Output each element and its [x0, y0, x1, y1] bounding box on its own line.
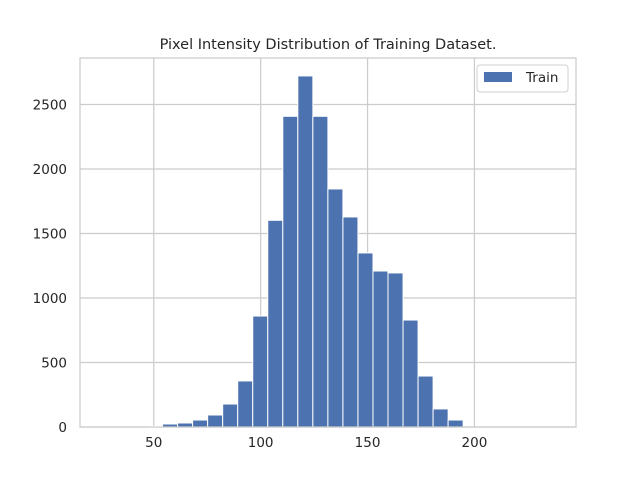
bars: [147, 75, 464, 428]
legend-box: [476, 64, 569, 93]
x-tick-label: 100: [248, 435, 274, 451]
y-tick-label: 2500: [33, 97, 67, 113]
histogram-bar: [372, 270, 389, 428]
y-tick-label: 0: [58, 420, 67, 436]
histogram-bar: [267, 219, 284, 428]
histogram-bar: [402, 319, 419, 428]
histogram-bar: [312, 115, 329, 428]
histogram-bar: [417, 375, 434, 428]
y-axis-ticks: 0 500 1000 1500 2000 2500: [33, 97, 67, 436]
histogram-bar: [207, 414, 224, 428]
y-tick-label: 1000: [33, 291, 67, 307]
histogram-bar: [237, 380, 254, 428]
legend: Train: [476, 64, 569, 93]
chart-title: Pixel Intensity Distribution of Training…: [160, 37, 497, 53]
y-tick-label: 500: [41, 355, 67, 371]
y-tick-label: 2000: [33, 162, 67, 178]
histogram-bar: [252, 315, 269, 428]
histogram-bar: [297, 75, 314, 428]
histogram-bar: [387, 272, 404, 428]
x-tick-label: 200: [462, 435, 488, 451]
histogram-bar: [447, 419, 464, 428]
histogram-bar: [432, 408, 449, 428]
plot-frame: [79, 57, 577, 428]
y-tick-label: 1500: [33, 226, 67, 242]
x-tick-label: 150: [355, 435, 381, 451]
histogram-bar: [357, 252, 374, 428]
x-axis-ticks: 50 100 150 200: [145, 435, 487, 451]
histogram-bar: [327, 188, 344, 428]
legend-swatch-train: [484, 72, 512, 82]
histogram-bar: [342, 216, 359, 428]
legend-label-train: Train: [525, 70, 558, 86]
histogram-bar: [192, 419, 209, 428]
histogram-bar: [222, 403, 239, 428]
x-tick-label: 50: [145, 435, 162, 451]
histogram-bar: [282, 115, 299, 428]
